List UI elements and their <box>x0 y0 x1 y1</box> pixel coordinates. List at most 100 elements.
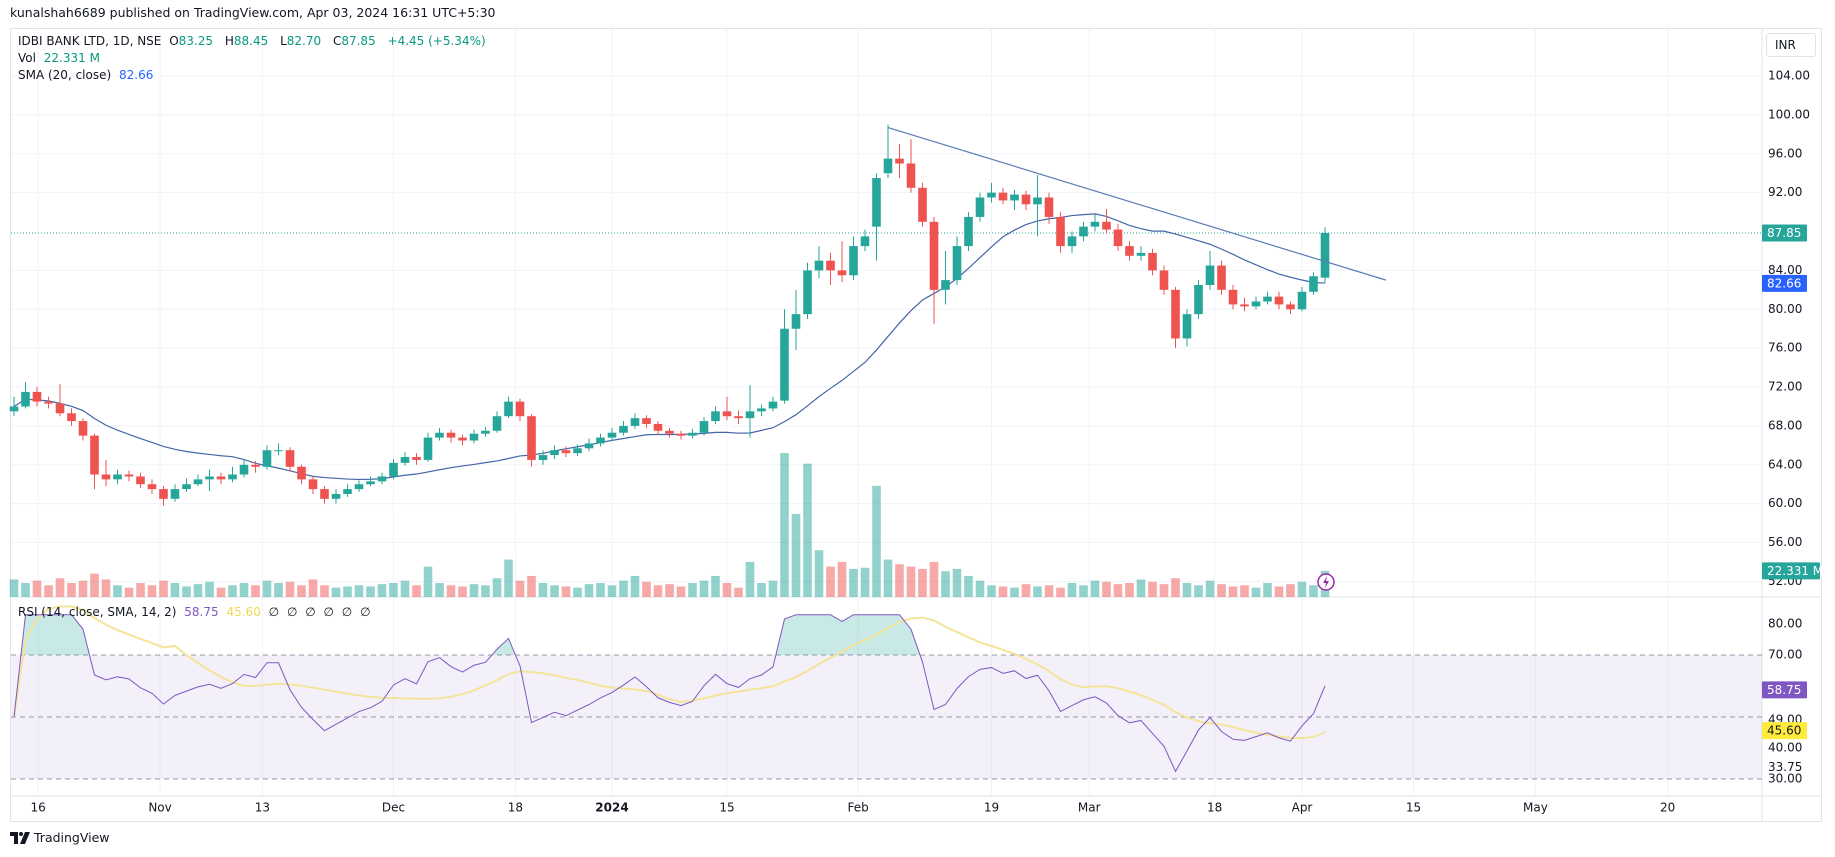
candle[interactable] <box>262 445 272 470</box>
candle[interactable] <box>872 173 881 261</box>
candle[interactable] <box>251 460 260 473</box>
candle[interactable] <box>676 430 686 440</box>
candle[interactable] <box>377 472 387 485</box>
candle[interactable] <box>826 252 835 285</box>
candle[interactable] <box>757 404 766 417</box>
candle[interactable] <box>1320 227 1330 284</box>
candle[interactable] <box>32 387 42 407</box>
candle[interactable] <box>354 480 364 493</box>
candle[interactable] <box>193 474 203 487</box>
candle[interactable] <box>745 385 755 438</box>
candle[interactable] <box>216 472 226 485</box>
candle[interactable] <box>1228 284 1238 310</box>
candle[interactable] <box>78 418 88 441</box>
candle[interactable] <box>44 396 53 409</box>
candle[interactable] <box>722 396 732 421</box>
candle[interactable] <box>653 421 663 435</box>
candle[interactable] <box>814 246 824 279</box>
candle[interactable] <box>791 289 801 351</box>
candle[interactable] <box>1217 260 1226 295</box>
currency-button[interactable]: INR <box>1766 33 1816 57</box>
candle[interactable] <box>446 429 456 443</box>
candle[interactable] <box>136 472 145 489</box>
candle[interactable] <box>1136 246 1146 261</box>
candle[interactable] <box>1251 296 1261 310</box>
rsi-line[interactable] <box>13 614 1326 773</box>
candle[interactable] <box>1263 291 1272 305</box>
candle[interactable] <box>1159 265 1169 295</box>
candle[interactable] <box>711 406 720 424</box>
candle[interactable] <box>331 489 341 504</box>
candle[interactable] <box>1148 249 1157 276</box>
candle[interactable] <box>1297 286 1307 312</box>
candle[interactable] <box>734 410 743 424</box>
candle[interactable] <box>918 182 927 227</box>
candle[interactable] <box>182 478 191 493</box>
candle[interactable] <box>1125 241 1134 261</box>
candle[interactable] <box>1033 175 1042 237</box>
candle[interactable] <box>239 458 249 478</box>
candle[interactable] <box>147 479 157 494</box>
candle[interactable] <box>642 415 651 428</box>
candle[interactable] <box>1194 280 1203 319</box>
candle[interactable] <box>205 469 214 492</box>
symbol-name[interactable]: IDBI BANK LTD, 1D, NSE <box>18 34 162 48</box>
candle[interactable] <box>90 433 99 490</box>
candle[interactable] <box>1102 209 1111 234</box>
candle[interactable] <box>458 434 467 446</box>
candle[interactable] <box>1171 286 1180 349</box>
candle[interactable] <box>412 453 421 465</box>
candle[interactable] <box>297 464 306 485</box>
candle[interactable] <box>1309 272 1318 295</box>
candle[interactable] <box>1274 291 1284 310</box>
candle[interactable] <box>1205 250 1215 290</box>
rsi-label[interactable]: RSI (14, close, SMA, 14, 2) <box>18 605 177 619</box>
candle[interactable] <box>1286 301 1295 315</box>
trendline[interactable] <box>887 126 1387 281</box>
candle[interactable] <box>527 414 536 467</box>
candle[interactable] <box>538 450 548 465</box>
candle[interactable] <box>964 212 973 251</box>
candle[interactable] <box>550 445 559 459</box>
candle[interactable] <box>952 236 962 285</box>
candle[interactable] <box>607 427 617 441</box>
candle[interactable] <box>837 241 847 283</box>
candle[interactable] <box>941 250 950 305</box>
candle[interactable] <box>9 396 19 417</box>
candle[interactable] <box>320 486 329 504</box>
candle[interactable] <box>481 426 490 437</box>
candle[interactable] <box>504 396 513 419</box>
candle[interactable] <box>1021 190 1031 211</box>
candle[interactable] <box>1010 189 1019 211</box>
candle[interactable] <box>895 144 904 179</box>
candle[interactable] <box>1090 214 1100 232</box>
candle[interactable] <box>423 432 433 462</box>
candle[interactable] <box>1182 309 1192 347</box>
volume-label[interactable]: Vol <box>18 51 36 65</box>
tradingview-logo[interactable]: TradingView <box>10 830 110 845</box>
candle[interactable] <box>803 262 812 319</box>
candle[interactable] <box>366 476 375 487</box>
candle[interactable] <box>1044 192 1054 224</box>
candle[interactable] <box>975 192 985 222</box>
candle[interactable] <box>929 216 939 324</box>
candle[interactable] <box>285 447 295 472</box>
candle[interactable] <box>780 309 789 404</box>
candle[interactable] <box>170 484 180 502</box>
candle[interactable] <box>584 438 594 452</box>
candle[interactable] <box>1240 297 1249 312</box>
candle[interactable] <box>619 421 628 436</box>
candle[interactable] <box>1113 223 1123 251</box>
candle[interactable] <box>159 486 168 506</box>
candle[interactable] <box>630 413 640 429</box>
candle[interactable] <box>561 446 571 458</box>
candle[interactable] <box>998 187 1008 205</box>
candle[interactable] <box>665 427 674 438</box>
candle[interactable] <box>469 429 479 444</box>
candle[interactable] <box>274 443 283 456</box>
candle[interactable] <box>688 428 697 439</box>
lightning-icon[interactable] <box>1317 573 1335 591</box>
candle[interactable] <box>1067 231 1077 253</box>
candle[interactable] <box>343 484 352 497</box>
candle[interactable] <box>883 124 893 179</box>
